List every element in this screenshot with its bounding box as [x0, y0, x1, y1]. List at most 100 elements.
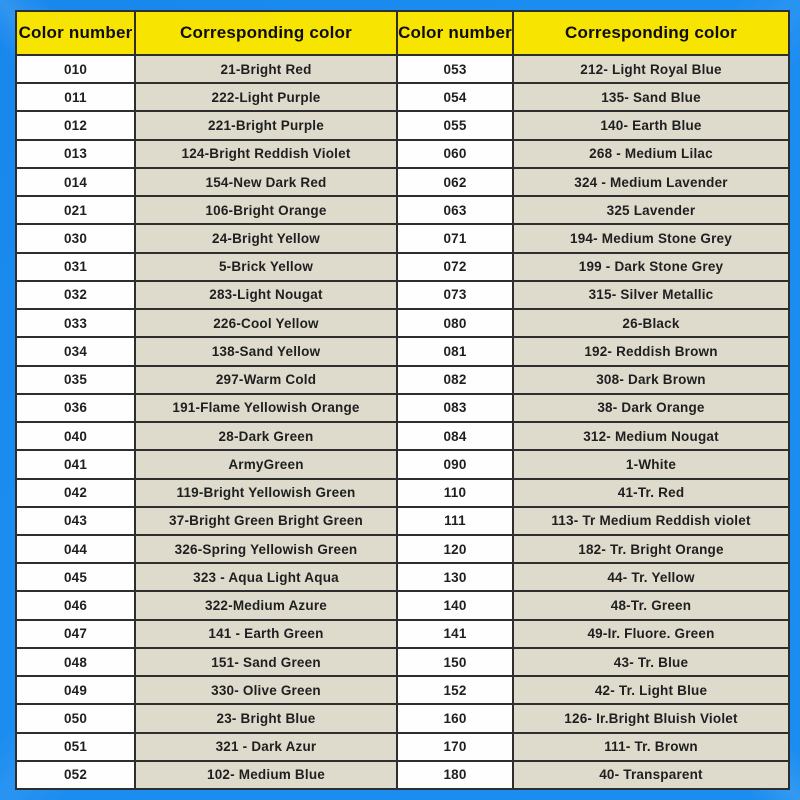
color-number-cell: 180	[398, 761, 514, 789]
color-number-cell: 054	[398, 84, 514, 111]
color-number-cell: 047	[17, 620, 136, 647]
color-number-cell: 071	[398, 225, 514, 252]
table-row: 030 24-Bright Yellow 071 194- Medium Stone …	[17, 225, 788, 254]
color-name-cell: 141 - Earth Green	[136, 620, 398, 647]
table-row: 040 28-Dark Green 084 312- Medium Nougat	[17, 423, 788, 452]
color-name-cell: 135- Sand Blue	[514, 84, 788, 111]
color-number-cell: 110	[398, 479, 514, 506]
color-name-cell: 5-Brick Yellow	[136, 253, 398, 280]
color-number-cell: 081	[398, 338, 514, 365]
table-row: 045 323 - Aqua Light Aqua 130 44- Tr. Yello…	[17, 564, 788, 593]
color-name-cell: 138-Sand Yellow	[136, 338, 398, 365]
color-name-cell: 212- Light Royal Blue	[514, 56, 788, 83]
color-number-cell: 021	[17, 197, 136, 224]
color-number-cell: 084	[398, 423, 514, 450]
color-number-cell: 160	[398, 705, 514, 732]
color-name-cell: 222-Light Purple	[136, 84, 398, 111]
color-name-cell: 42- Tr. Light Blue	[514, 677, 788, 704]
table-row: 044 326-Spring Yellowish Green 120 182- Tr.…	[17, 535, 788, 565]
color-number-cell: 046	[17, 592, 136, 619]
color-number-cell: 041	[17, 451, 136, 478]
color-name-cell: 23- Bright Blue	[136, 705, 398, 732]
table-row: 052 102- Medium Blue 180 40- Transparent	[17, 761, 788, 789]
color-number-cell: 052	[17, 761, 136, 789]
color-name-cell: 330- Olive Green	[136, 677, 398, 704]
color-name-cell: 226-Cool Yellow	[136, 310, 398, 337]
color-number-cell: 073	[398, 281, 514, 309]
color-number-cell: 035	[17, 366, 136, 393]
column-header-color-number-right: Color number	[398, 12, 514, 54]
color-name-cell: 28-Dark Green	[136, 423, 398, 450]
color-name-cell: 48-Tr. Green	[514, 592, 788, 619]
table-row: 031 5-Brick Yellow 072 199 - Dark Stone Gre…	[17, 253, 788, 282]
color-name-cell: 26-Black	[514, 310, 788, 337]
color-number-cell: 120	[398, 535, 514, 563]
color-name-cell: 124-Bright Reddish Violet	[136, 140, 398, 167]
color-name-cell: 199 - Dark Stone Grey	[514, 253, 788, 280]
color-name-cell: 37-Bright Green Bright Green	[136, 507, 398, 534]
color-number-cell: 063	[398, 197, 514, 224]
color-name-cell: 151- Sand Green	[136, 648, 398, 676]
color-name-cell: 119-Bright Yellowish Green	[136, 479, 398, 506]
color-name-cell: 324 - Medium Lavender	[514, 168, 788, 196]
color-name-cell: 41-Tr. Red	[514, 479, 788, 506]
color-name-cell: 323 - Aqua Light Aqua	[136, 564, 398, 591]
color-number-cell: 083	[398, 394, 514, 422]
color-number-cell: 043	[17, 507, 136, 534]
color-number-cell: 062	[398, 168, 514, 196]
color-number-cell: 150	[398, 648, 514, 676]
table-header-row: Color number Corresponding color Color n…	[17, 12, 788, 56]
color-number-cell: 082	[398, 366, 514, 393]
color-name-cell: 182- Tr. Bright Orange	[514, 535, 788, 563]
color-name-cell: 297-Warm Cold	[136, 366, 398, 393]
color-name-cell: 21-Bright Red	[136, 56, 398, 83]
color-name-cell: 140- Earth Blue	[514, 112, 788, 139]
table-row: 034 138-Sand Yellow 081 192- Reddish Brown	[17, 338, 788, 367]
table-row: 043 37-Bright Green Bright Green 111 113- T…	[17, 507, 788, 536]
color-number-cell: 060	[398, 140, 514, 167]
color-number-cell: 010	[17, 56, 136, 83]
color-name-cell: 49-Ir. Fluore. Green	[514, 620, 788, 647]
color-name-cell: 111- Tr. Brown	[514, 733, 788, 760]
color-number-cell: 049	[17, 677, 136, 704]
color-number-cell: 080	[398, 310, 514, 337]
color-name-cell: 322-Medium Azure	[136, 592, 398, 619]
color-name-cell: ArmyGreen	[136, 451, 398, 478]
table-row: 050 23- Bright Blue 160 126- Ir.Bright Blui…	[17, 705, 788, 734]
table-row: 012 221-Bright Purple 055 140- Earth Blue	[17, 112, 788, 141]
table-row: 051 321 - Dark Azur 170 111- Tr. Brown	[17, 733, 788, 762]
color-name-cell: 106-Bright Orange	[136, 197, 398, 224]
table-row: 047 141 - Earth Green 141 49-Ir. Fluore. Gr…	[17, 620, 788, 649]
color-name-cell: 192- Reddish Brown	[514, 338, 788, 365]
color-number-cell: 140	[398, 592, 514, 619]
color-number-cell: 032	[17, 281, 136, 309]
color-number-cell: 048	[17, 648, 136, 676]
table-row: 035 297-Warm Cold 082 308- Dark Brown	[17, 366, 788, 395]
color-name-cell: 126- Ir.Bright Bluish Violet	[514, 705, 788, 732]
color-number-cell: 045	[17, 564, 136, 591]
color-name-cell: 312- Medium Nougat	[514, 423, 788, 450]
color-number-cell: 050	[17, 705, 136, 732]
table-row: 041 ArmyGreen 090 1-White	[17, 451, 788, 480]
table-row: 033 226-Cool Yellow 080 26-Black	[17, 310, 788, 339]
table-row: 032 283-Light Nougat 073 315- Silver Metall…	[17, 281, 788, 311]
color-conversion-table: Color number Corresponding color Color n…	[15, 10, 790, 790]
color-number-cell: 051	[17, 733, 136, 760]
color-name-cell: 194- Medium Stone Grey	[514, 225, 788, 252]
color-number-cell: 170	[398, 733, 514, 760]
color-number-cell: 152	[398, 677, 514, 704]
color-name-cell: 38- Dark Orange	[514, 394, 788, 422]
color-name-cell: 283-Light Nougat	[136, 281, 398, 309]
table-row: 013 124-Bright Reddish Violet 060 268 - Med…	[17, 140, 788, 169]
color-number-cell: 011	[17, 84, 136, 111]
column-header-corresponding-color-left: Corresponding color	[136, 12, 398, 54]
color-name-cell: 308- Dark Brown	[514, 366, 788, 393]
color-number-cell: 072	[398, 253, 514, 280]
color-number-cell: 053	[398, 56, 514, 83]
color-number-cell: 034	[17, 338, 136, 365]
color-name-cell: 24-Bright Yellow	[136, 225, 398, 252]
color-name-cell: 113- Tr Medium Reddish violet	[514, 507, 788, 534]
color-number-cell: 033	[17, 310, 136, 337]
color-name-cell: 315- Silver Metallic	[514, 281, 788, 309]
